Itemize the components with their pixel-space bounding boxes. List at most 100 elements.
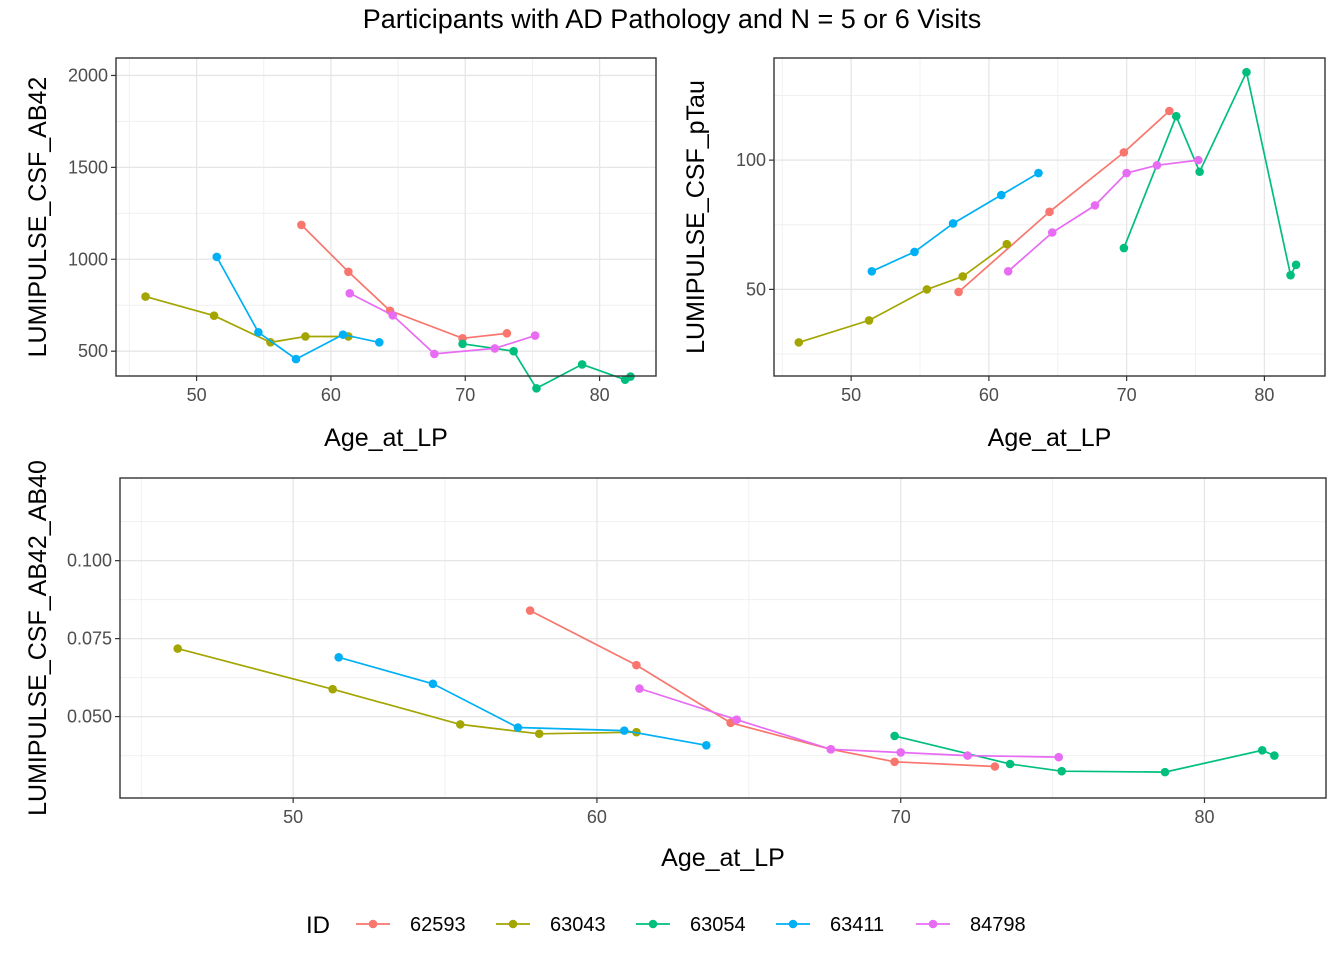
y-tick-label: 500 (78, 341, 108, 361)
legend-item-62593: 62593 (356, 914, 466, 936)
y-tick-label: 2000 (68, 65, 108, 85)
y-axis-title: LUMIPULSE_CSF_pTau (682, 80, 710, 354)
data-point-84798 (1047, 228, 1057, 237)
data-point-84798 (1003, 266, 1013, 276)
y-tick-label: 1000 (68, 249, 108, 269)
data-point-63411 (867, 266, 877, 276)
series-line-63043 (177, 647, 637, 735)
y-tick-label: 50 (746, 279, 766, 299)
data-point-63411 (291, 354, 301, 364)
series-line-62593 (529, 609, 995, 768)
y-axis-title: LUMIPULSE_CSF_AB42_AB40 (24, 460, 52, 816)
x-axis-title: Age_at_LP (988, 424, 1112, 452)
legend-item-84798: 84798 (916, 914, 1026, 936)
x-tick-label: 50 (841, 385, 861, 405)
data-point-63411 (334, 653, 344, 662)
x-tick-label: 80 (1254, 385, 1274, 405)
data-point-63411 (254, 327, 263, 337)
x-axis-title: Age_at_LP (324, 424, 448, 452)
legend: ID 62593 63043 63054 63411 84798 (306, 912, 1026, 939)
figure-title: Participants with AD Pathology and N = 5… (362, 4, 982, 34)
data-point-84798 (732, 715, 741, 725)
data-point-63411 (374, 338, 384, 347)
series-line-62593 (958, 110, 1170, 293)
series-63411 (867, 168, 1043, 276)
data-point-63043 (141, 292, 150, 301)
data-point-63411 (513, 723, 523, 732)
data-point-63043 (922, 285, 932, 294)
data-point-63054 (1242, 67, 1251, 77)
data-point-62593 (990, 762, 1000, 771)
legend-key-point (648, 919, 658, 929)
legend-label: 63411 (830, 914, 884, 936)
series-63411 (212, 252, 384, 364)
series-line-63054 (462, 342, 631, 390)
data-point-84798 (388, 311, 398, 320)
legend-item-63411: 63411 (776, 914, 884, 936)
series-63043 (173, 644, 641, 739)
data-point-84798 (896, 748, 906, 757)
y-tick-label: 0.075 (67, 629, 112, 649)
data-point-63411 (212, 252, 222, 262)
data-point-62593 (502, 329, 512, 338)
data-point-63054 (1270, 751, 1279, 760)
series-63043 (141, 292, 353, 347)
data-point-63054 (1171, 111, 1181, 121)
legend-label: 63054 (690, 914, 746, 936)
panel-1: 50 60 70 80 500 1000 1500 2000 Age_at_LP LUMIPULS… (24, 57, 657, 452)
data-point-63054 (509, 346, 518, 356)
data-point-63054 (532, 384, 541, 393)
x-tick-label: 80 (590, 385, 610, 405)
data-point-63411 (1034, 168, 1043, 178)
data-point-63054 (1195, 167, 1204, 177)
data-point-63411 (619, 726, 629, 735)
data-point-63411 (428, 679, 438, 689)
data-point-84798 (345, 288, 355, 298)
data-point-63054 (1119, 243, 1129, 253)
y-tick-label: 0.100 (67, 551, 112, 571)
series-63054 (890, 731, 1279, 777)
series-line-63043 (798, 243, 1008, 344)
series-62593 (297, 220, 512, 343)
panel-3: 50 60 70 80 0.050 0.075 0.100 Age_at_LP LUMIPULS… (24, 460, 1327, 872)
data-point-62593 (632, 660, 641, 670)
data-point-63054 (1005, 759, 1015, 769)
panel-border (119, 477, 1327, 799)
data-point-62593 (525, 606, 535, 615)
x-tick-label: 80 (1194, 807, 1214, 827)
series-line-84798 (639, 687, 1059, 758)
data-point-63043 (534, 729, 544, 739)
legend-key-point (788, 919, 798, 929)
x-axis-title: Age_at_LP (661, 844, 785, 872)
data-point-84798 (963, 751, 972, 760)
data-point-84798 (1152, 160, 1162, 170)
x-tick-label: 70 (455, 385, 475, 405)
data-point-63054 (890, 731, 899, 741)
legend-title: ID (306, 912, 330, 939)
data-point-84798 (1054, 752, 1063, 762)
series-84798 (635, 684, 1063, 762)
data-point-63043 (794, 338, 804, 347)
data-point-63043 (1002, 239, 1012, 249)
data-point-62593 (344, 267, 353, 277)
panel-2: 50 60 70 80 50 100 Age_at_LP LUMIPULSE_CSF_pTau (682, 57, 1326, 452)
x-tick-label: 50 (187, 385, 207, 405)
series-line-84798 (1007, 159, 1199, 272)
data-point-62593 (297, 220, 306, 230)
series-62593 (525, 606, 1000, 771)
series-84798 (345, 288, 540, 359)
series-line-63411 (215, 256, 380, 361)
panel-border (773, 57, 1326, 377)
data-point-63043 (173, 644, 183, 653)
data-point-63054 (577, 360, 587, 369)
legend-key-point (368, 919, 378, 929)
legend-item-63043: 63043 (496, 914, 606, 936)
legend-label: 63043 (550, 914, 606, 936)
data-point-84798 (1122, 168, 1131, 178)
data-point-84798 (1090, 201, 1100, 210)
data-point-63411 (948, 219, 958, 228)
data-point-63411 (701, 740, 711, 750)
y-tick-label: 1500 (68, 157, 108, 177)
data-point-63043 (209, 311, 219, 321)
